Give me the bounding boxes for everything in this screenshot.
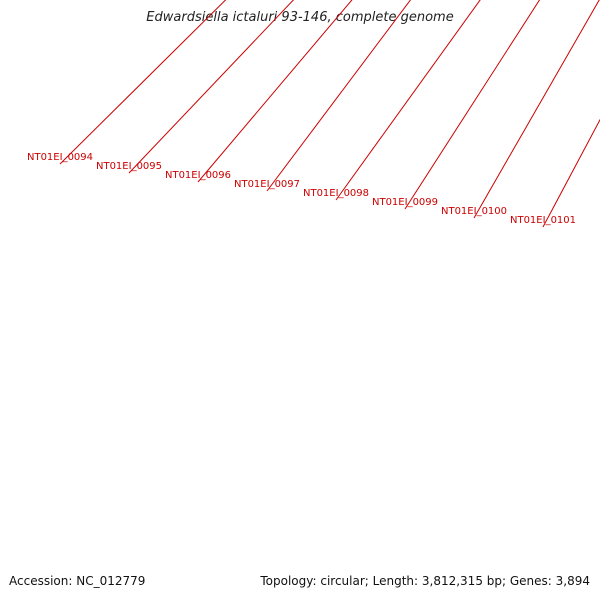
gene-label-leader	[404, 0, 541, 210]
gene-label-leader	[542, 118, 600, 228]
gene-label[interactable]: NT01EI_0097	[234, 179, 300, 190]
gene-label[interactable]: NT01EI_0094	[27, 152, 93, 163]
gene-label[interactable]: NT01EI_0100	[441, 206, 507, 217]
gene-label[interactable]: NT01EI_0101	[510, 215, 576, 226]
gene-label[interactable]: NT01EI_0096	[165, 170, 231, 181]
gene-labels: NT01EI_0094NT01EI_0095NT01EI_0096NT01EI_…	[27, 0, 600, 228]
gene-label[interactable]: NT01EI_0098	[303, 188, 369, 199]
gene-label[interactable]: NT01EI_0095	[96, 161, 162, 172]
gene-label-leader	[128, 0, 295, 174]
gene-label[interactable]: NT01EI_0099	[372, 197, 438, 208]
gene-label-leader	[59, 0, 227, 165]
scale-labels: 93 kbp94 kbp95 kbp96 kbp97 kbp98 kbp99 k…	[407, 0, 600, 47]
scale-tick-ring	[334, 0, 600, 42]
accession-text: Accession: NC_012779	[9, 574, 146, 588]
gene-label-leader	[266, 0, 412, 192]
gene-label-leader	[197, 0, 353, 183]
gene-label-leader	[473, 0, 600, 219]
gene-label-leader	[335, 0, 481, 201]
genome-stats-text: Topology: circular; Length: 3,812,315 bp…	[260, 574, 590, 588]
map-title: Edwardsiella ictaluri 93-146, complete g…	[146, 10, 454, 25]
